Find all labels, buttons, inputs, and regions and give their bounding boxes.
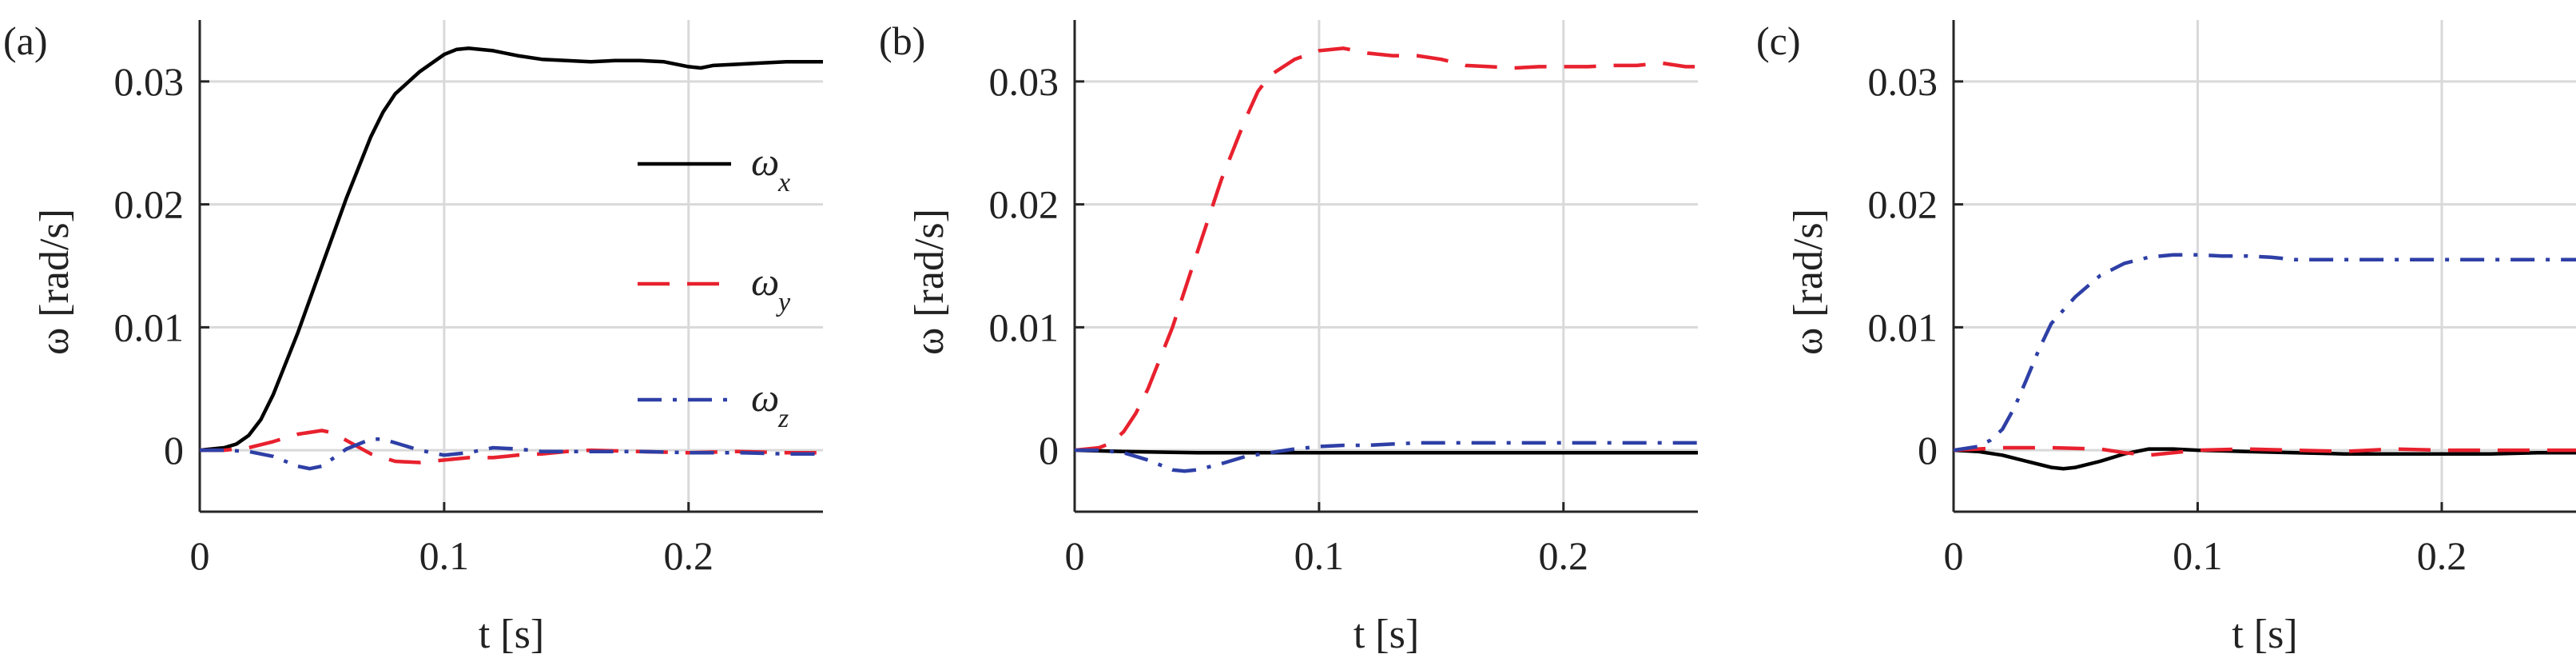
legend-label-subscript: y xyxy=(776,288,791,317)
y-tick-label: 0.02 xyxy=(114,182,185,227)
x-tick-label: 0.2 xyxy=(1539,533,1589,578)
y-tick-label: 0.02 xyxy=(1868,182,1938,227)
y-axis-title: ω [rad/s] xyxy=(32,209,78,355)
y-axis-title: ω [rad/s] xyxy=(907,209,952,355)
y-tick-label: 0.03 xyxy=(114,59,185,104)
y-tick-label: 0 xyxy=(1918,428,1938,473)
legend-label-subscript: z xyxy=(777,404,789,433)
x-axis-title: t [s] xyxy=(479,612,544,657)
chart-panel-3: 0 0.1 0.2 0 0.01 0.02 0.03 t [s] ω [rad/s] (c) xyxy=(1756,18,2576,657)
x-axis-title: t [s] xyxy=(1354,612,1419,657)
y-tick-label: 0.01 xyxy=(1868,305,1938,349)
x-tick-label: 0 xyxy=(1944,533,1964,578)
y-tick-label: 0 xyxy=(1039,428,1059,473)
x-tick-label: 0 xyxy=(1065,533,1085,578)
chart-panel-2: 0 0.1 0.2 0 0.01 0.02 0.03 t [s] ω [rad/s] (b) xyxy=(879,18,1698,657)
legend-label: ω xyxy=(751,259,779,304)
legend-label: ω xyxy=(751,139,779,184)
series-line-ωx xyxy=(1954,447,2576,471)
series-line-ωy xyxy=(1954,445,2576,457)
series-line-ωz xyxy=(1954,253,2576,453)
y-tick-label: 0.02 xyxy=(989,182,1059,227)
x-tick-label: 0.2 xyxy=(664,533,714,578)
y-tick-label: 0.03 xyxy=(1868,59,1938,104)
y-axis-title: ω [rad/s] xyxy=(1786,209,1831,355)
x-tick-label: 0.1 xyxy=(2173,533,2223,578)
panel-label: (b) xyxy=(879,18,925,63)
x-tick-label: 0.1 xyxy=(419,533,470,578)
legend-label: ω xyxy=(751,375,779,420)
y-tick-label: 0.03 xyxy=(989,59,1059,104)
series-line-ωy xyxy=(1075,46,1698,453)
series-line-ωz xyxy=(1075,441,1698,473)
y-tick-label: 0 xyxy=(164,428,184,473)
chart-panel-1: 0 0.1 0.200.010.020.03t [s]ω [rad/s](a)ωxω… xyxy=(3,18,823,657)
series-line-ωz xyxy=(200,437,823,471)
legend-label-subscript: x xyxy=(777,168,790,197)
x-axis-title: t [s] xyxy=(2232,612,2297,657)
x-tick-label: 0 xyxy=(190,533,210,578)
x-tick-label: 0.2 xyxy=(2417,533,2467,578)
series-line-ωy xyxy=(200,429,823,465)
y-tick-label: 0.01 xyxy=(114,305,185,349)
series-line-ωx xyxy=(200,46,823,453)
x-tick-label: 0.1 xyxy=(1294,533,1345,578)
panel-label: (a) xyxy=(3,18,48,63)
series-line-ωx xyxy=(1075,448,1698,455)
panel-label: (c) xyxy=(1756,18,1801,63)
y-tick-label: 0.01 xyxy=(989,305,1059,349)
